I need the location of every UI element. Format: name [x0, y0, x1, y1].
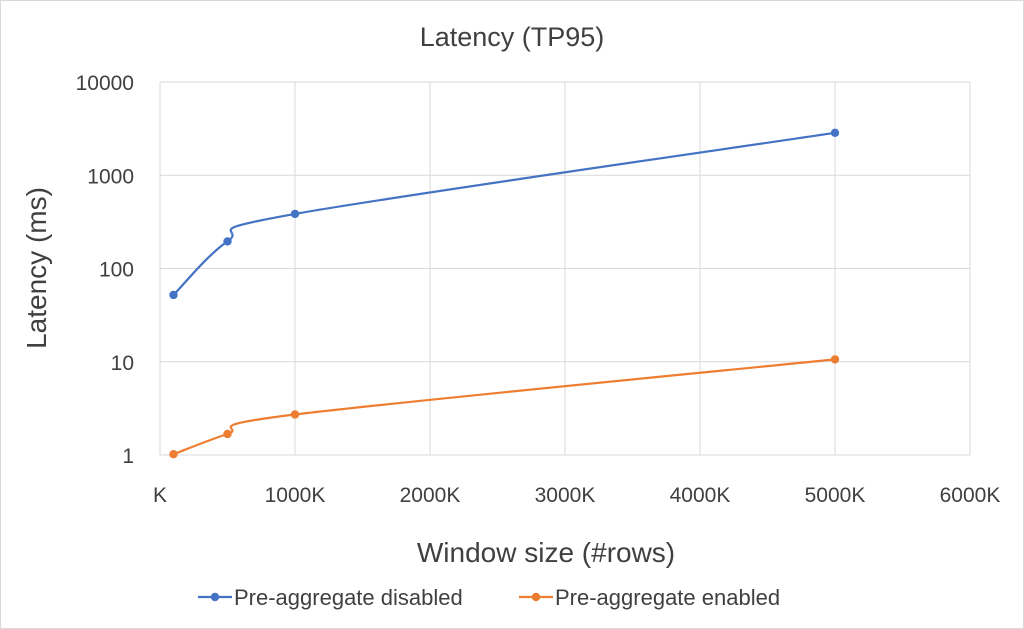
- data-point: [223, 237, 232, 246]
- data-point: [290, 410, 300, 419]
- y-tick-label: 10: [111, 352, 134, 375]
- data-point: [169, 449, 178, 459]
- series-disabled: [169, 128, 840, 300]
- data-point: [223, 429, 232, 439]
- data-point: [830, 128, 840, 138]
- legend-label: Pre-aggregate enabled: [555, 585, 780, 610]
- data-point: [830, 355, 840, 364]
- x-tick-label: 6000K: [940, 484, 1001, 507]
- y-tick-label: 1: [122, 445, 134, 468]
- y-tick-label: 1000: [87, 165, 134, 188]
- grid: [159, 81, 971, 456]
- series-layer: [169, 128, 840, 459]
- y-tick-label: 100: [99, 259, 134, 282]
- x-tick-label: 5000K: [805, 484, 866, 507]
- series-enabled: [169, 355, 840, 459]
- legend-marker: [531, 592, 541, 602]
- x-tick-label: 1000K: [265, 484, 326, 507]
- chart-title: Latency (TP95): [420, 22, 605, 52]
- data-point: [169, 290, 178, 300]
- y-tick-label: 10000: [76, 72, 134, 95]
- y-axis-label: Latency (ms): [21, 187, 52, 349]
- series-line: [173, 358, 836, 456]
- series-line: [172, 131, 836, 296]
- x-tick-label: 4000K: [670, 484, 731, 507]
- legend: Pre-aggregate disabled Pre-aggregate enab…: [198, 585, 780, 610]
- y-axis-ticks: 1 10 100 1000 10000: [76, 72, 134, 468]
- x-axis-label: Window size (#rows): [417, 537, 675, 568]
- x-tick-label: 3000K: [535, 484, 596, 507]
- legend-marker: [210, 592, 220, 602]
- x-tick-label: K: [153, 484, 167, 507]
- x-tick-label: 2000K: [400, 484, 461, 507]
- x-axis-ticks: K 1000K 2000K 3000K 4000K 5000K 6000K: [153, 484, 1000, 507]
- legend-label: Pre-aggregate disabled: [234, 585, 463, 610]
- data-point: [290, 209, 300, 219]
